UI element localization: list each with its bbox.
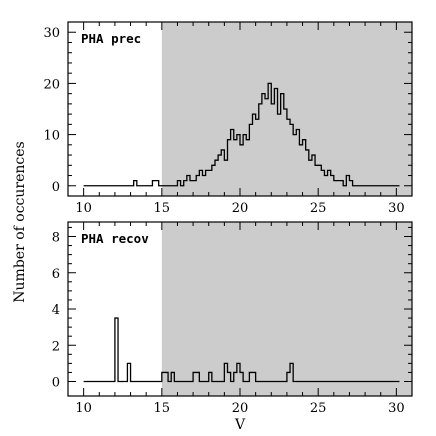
x-tick-label: 25: [310, 201, 327, 216]
x-tick-label: 20: [232, 401, 249, 416]
y-tick-label: 30: [43, 26, 60, 41]
x-tick-label: 10: [75, 401, 92, 416]
x-tick-label: 20: [232, 201, 249, 216]
y-tick-label: 0: [52, 180, 60, 195]
histogram-line: [83, 317, 400, 383]
y-tick-label: 4: [52, 303, 60, 318]
panel-pha-recov: 10 15 20 25 30 0 2 4 6 8 PHA recov: [52, 221, 413, 416]
shaded-region: [161, 222, 412, 396]
y-tick-label: 10: [43, 129, 60, 144]
y-axis-label: Number of occurences: [12, 141, 28, 302]
panel-pha-prec: 10 15 20 25 30 0 10 20 30 PHA prec: [43, 21, 413, 216]
x-tick-label: 30: [388, 201, 405, 216]
y-tick-label: 20: [43, 77, 60, 92]
x-tick-label: 15: [154, 201, 171, 216]
x-tick-label: 25: [310, 401, 327, 416]
x-tick-label: 15: [154, 401, 171, 416]
x-tick-label: 10: [75, 201, 92, 216]
histogram-line: [83, 82, 400, 187]
y-tick-label: 0: [52, 376, 60, 391]
panel-label: PHA recov: [81, 231, 149, 246]
y-tick-label: 8: [52, 231, 60, 246]
panel-label: PHA prec: [81, 31, 141, 46]
x-tick-label: 30: [388, 401, 405, 416]
y-tick-label: 6: [52, 267, 60, 282]
x-axis-label: V: [234, 417, 246, 433]
y-tick-label: 2: [52, 339, 60, 354]
